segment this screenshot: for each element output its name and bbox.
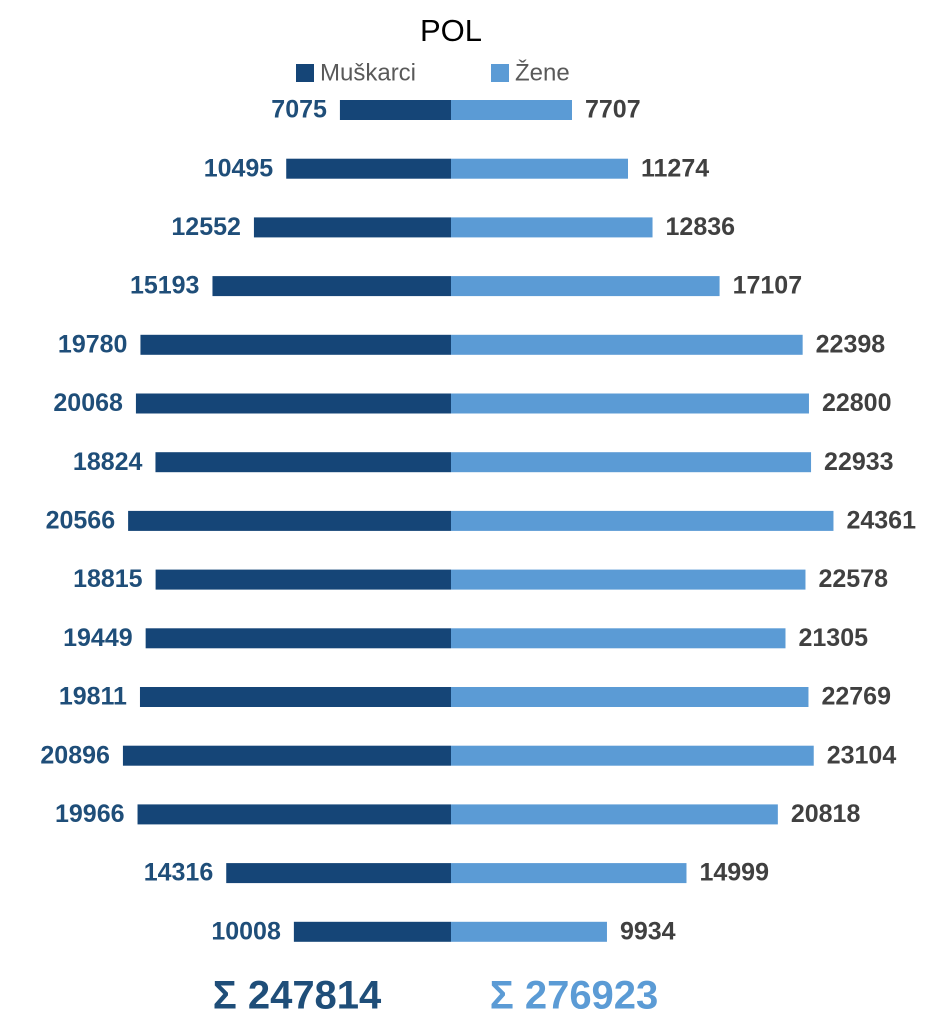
data-label: 23104 bbox=[827, 741, 897, 769]
data-label: 21305 bbox=[798, 624, 868, 652]
bar bbox=[451, 393, 809, 414]
data-label: 7075 bbox=[271, 96, 327, 124]
data-label: 14316 bbox=[144, 859, 214, 887]
data-label: 15193 bbox=[130, 272, 200, 300]
data-label: 18824 bbox=[73, 448, 143, 476]
bar bbox=[253, 217, 451, 238]
data-label: 20566 bbox=[46, 507, 116, 535]
data-label: 9934 bbox=[620, 917, 676, 945]
legend-swatch bbox=[491, 64, 509, 82]
data-label: 22800 bbox=[822, 389, 892, 417]
bar bbox=[226, 863, 451, 884]
data-label: 20896 bbox=[40, 741, 110, 769]
data-label: 22578 bbox=[818, 565, 888, 593]
total-label: Σ 276923 bbox=[490, 974, 659, 1018]
bar bbox=[339, 100, 451, 120]
bar bbox=[451, 628, 786, 649]
bar bbox=[451, 217, 653, 238]
data-label: 20068 bbox=[53, 389, 123, 417]
data-label: 22933 bbox=[824, 448, 894, 476]
data-label: 19966 bbox=[55, 800, 125, 828]
data-label: 22769 bbox=[821, 683, 891, 711]
data-label: 10495 bbox=[204, 154, 274, 182]
bar bbox=[128, 510, 451, 531]
bar bbox=[139, 687, 452, 707]
bar bbox=[451, 334, 803, 355]
legend-label: Muškarci bbox=[320, 59, 416, 86]
bar bbox=[451, 158, 629, 179]
data-label: 12836 bbox=[666, 213, 736, 241]
bar bbox=[122, 745, 451, 766]
bar bbox=[140, 334, 452, 355]
bar bbox=[451, 745, 814, 766]
data-label: 18815 bbox=[73, 565, 143, 593]
data-label: 19811 bbox=[59, 683, 127, 711]
data-label: 10008 bbox=[211, 917, 281, 945]
bar bbox=[451, 452, 812, 473]
chart-title: POL bbox=[420, 13, 482, 48]
bar bbox=[451, 276, 720, 297]
bar bbox=[286, 158, 451, 179]
data-label: 19449 bbox=[63, 624, 133, 652]
data-label: 17107 bbox=[733, 272, 803, 300]
data-label: 22398 bbox=[816, 330, 886, 358]
data-label: 14999 bbox=[699, 859, 769, 887]
legend-label: Žene bbox=[515, 59, 570, 86]
data-label: 24361 bbox=[846, 507, 916, 535]
data-label: 12552 bbox=[171, 213, 241, 241]
bar bbox=[293, 921, 451, 942]
bar bbox=[155, 569, 452, 590]
bar bbox=[212, 276, 451, 297]
data-label: 7707 bbox=[585, 96, 641, 124]
bar bbox=[155, 452, 451, 473]
bar bbox=[451, 569, 806, 590]
data-label: 11274 bbox=[641, 154, 709, 182]
bar bbox=[451, 804, 778, 825]
data-label: 20818 bbox=[791, 800, 861, 828]
bar bbox=[451, 687, 809, 707]
bar bbox=[451, 863, 687, 884]
total-label: Σ 247814 bbox=[213, 974, 382, 1018]
bar bbox=[451, 510, 834, 531]
bar bbox=[137, 804, 451, 825]
bar bbox=[145, 628, 451, 649]
bar bbox=[135, 393, 451, 414]
bar bbox=[451, 100, 572, 120]
legend-swatch bbox=[296, 64, 314, 82]
bar bbox=[451, 921, 607, 942]
data-label: 19780 bbox=[58, 330, 128, 358]
